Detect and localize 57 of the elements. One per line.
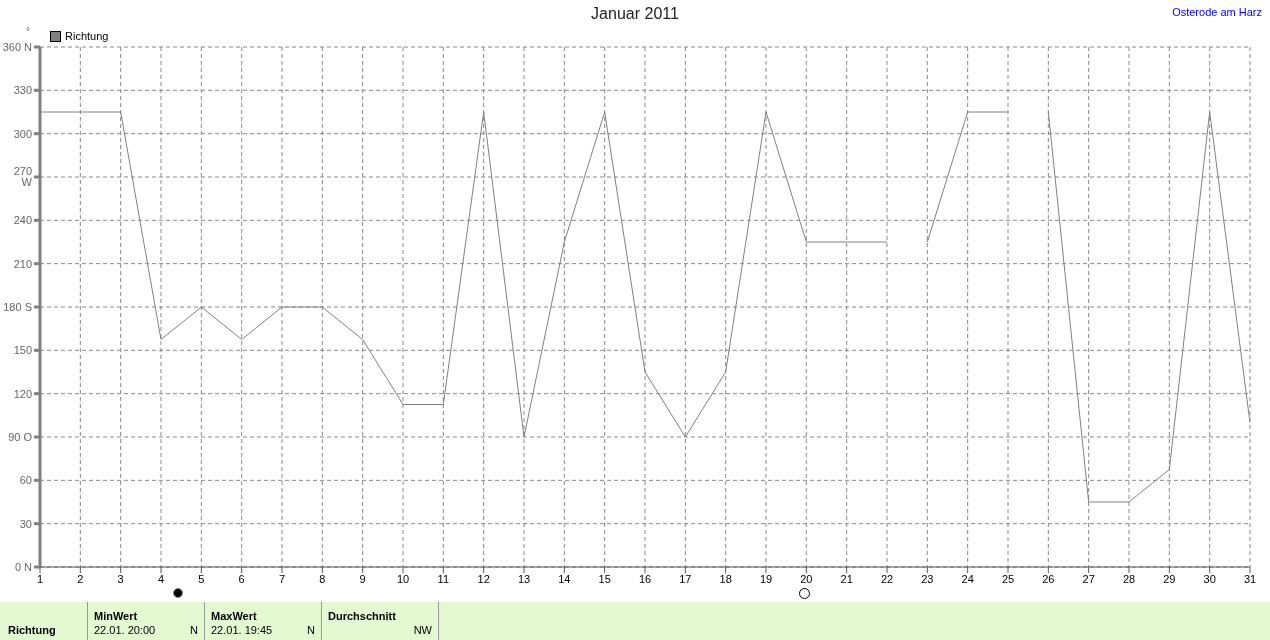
x-tick-label: 4: [157, 572, 165, 585]
text: N: [307, 624, 315, 636]
x-tick-label: 15: [598, 572, 611, 585]
y-tick-label: 180 S: [3, 300, 32, 313]
legend-label: Richtung: [64, 30, 109, 42]
x-tick-label: 3: [117, 572, 124, 585]
x-tick-label: 17: [679, 572, 692, 585]
y-tick-label: 30: [19, 517, 32, 530]
x-tick-label: 16: [638, 572, 652, 585]
y-tick-label: 60: [19, 474, 32, 487]
x-tick-label: 14: [558, 572, 571, 585]
y-tick-label: 300: [13, 127, 32, 140]
x-tick-label: 18: [719, 572, 732, 585]
x-tick-label: 5: [198, 572, 205, 585]
x-tick-label: 25: [1001, 572, 1015, 585]
y-tick-label: 150: [13, 344, 32, 357]
x-tick-label: 1: [36, 572, 44, 585]
x-tick-label: 24: [961, 572, 974, 585]
chart-title: Januar 2011: [591, 5, 679, 22]
text: Richtung: [0, 602, 88, 640]
x-tick-label: 22: [880, 572, 894, 585]
text: MaxWert: [211, 610, 258, 622]
x-tick-label: 20: [800, 572, 813, 585]
text: Durchschnitt: [328, 610, 397, 622]
x-tick-label: 2: [77, 572, 84, 585]
x-tick-label: 9: [359, 572, 366, 585]
text: 22.01. 20:00: [94, 624, 156, 636]
x-tick-label: 11: [437, 572, 450, 585]
y-tick-label: 240: [13, 214, 32, 227]
y-axis-title: °: [26, 26, 30, 37]
x-tick-label: 28: [1122, 572, 1136, 585]
x-tick-label: 10: [396, 572, 410, 585]
x-tick-label: 26: [1042, 572, 1055, 585]
y-tick-label: 210: [13, 257, 32, 270]
text: MinWert: [94, 610, 139, 622]
x-tick-label: 29: [1163, 572, 1176, 585]
text: NW: [413, 624, 432, 636]
y-tick-label: 270 W: [13, 165, 33, 189]
y-tick-label: 330: [13, 84, 32, 97]
x-tick-label: 31: [1243, 572, 1257, 585]
x-tick-label: 7: [278, 572, 286, 585]
x-tick-label: 21: [840, 572, 853, 585]
x-tick-label: 13: [517, 572, 531, 585]
x-tick-label: 23: [921, 572, 934, 585]
x-tick-label: 12: [477, 572, 490, 585]
text: N: [190, 624, 198, 636]
text: 22.01. 19:45: [211, 624, 273, 636]
x-tick-label: 27: [1082, 572, 1095, 585]
x-tick-label: 8: [319, 572, 326, 585]
y-tick-label: 360 N: [2, 40, 33, 53]
x-tick-label: 30: [1203, 572, 1216, 585]
y-tick-label: 0 N: [14, 560, 33, 573]
y-tick-label: 120: [13, 387, 32, 400]
chart-subtitle: Osterode am Harz: [1172, 6, 1262, 18]
y-tick-label: 90 O: [8, 430, 33, 443]
x-tick-label: 19: [759, 572, 773, 585]
x-tick-label: 6: [238, 572, 245, 585]
